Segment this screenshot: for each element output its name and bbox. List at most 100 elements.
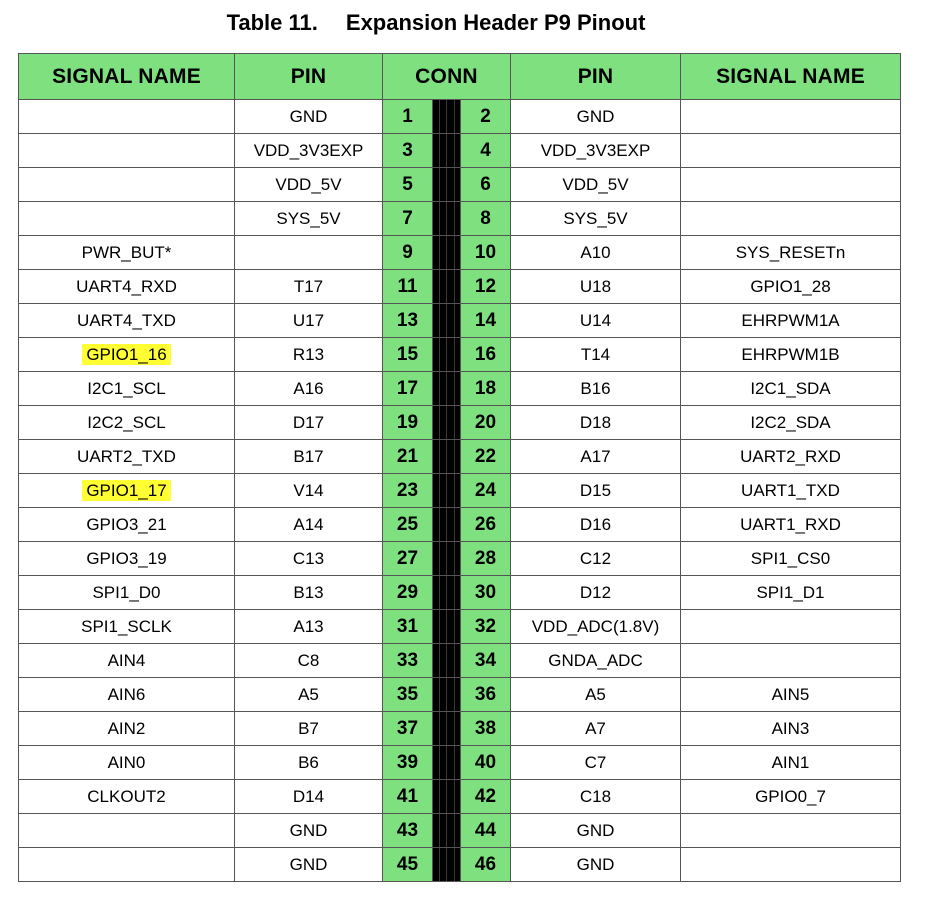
- signal-name-right: AIN3: [680, 711, 901, 746]
- signal-name-left: I2C2_SCL: [18, 405, 235, 440]
- pin-left: D14: [234, 779, 383, 814]
- conn-pin-odd: 39: [382, 745, 433, 780]
- connector-lines: [433, 134, 460, 167]
- signal-name-left: SPI1_D0: [18, 575, 235, 610]
- connector-strip: [432, 167, 461, 202]
- conn-pin-even: 4: [460, 133, 511, 168]
- connector-strip: [432, 405, 461, 440]
- connector-lines: [433, 508, 460, 541]
- conn-pin-even: 46: [460, 847, 511, 882]
- conn-pin-even: 20: [460, 405, 511, 440]
- table-caption: Expansion Header P9 Pinout: [345, 10, 646, 35]
- pin-right: GNDA_ADC: [510, 643, 681, 678]
- signal-name-left: PWR_BUT*: [18, 235, 235, 270]
- conn-pin-odd: 21: [382, 439, 433, 474]
- header-row: SIGNAL NAME PIN CONN PIN SIGNAL NAME: [18, 53, 901, 100]
- pin-right: C18: [510, 779, 681, 814]
- connector-lines: [433, 678, 460, 711]
- connector-lines: [433, 372, 460, 405]
- pin-left: B7: [234, 711, 383, 746]
- signal-name-right: EHRPWM1A: [680, 303, 901, 338]
- header-pin-left: PIN: [234, 53, 383, 100]
- conn-pin-odd: 23: [382, 473, 433, 508]
- conn-pin-odd: 5: [382, 167, 433, 202]
- connector-lines: [433, 814, 460, 847]
- table-row: AIN4 C8 33 34 GNDA_ADC: [18, 643, 901, 678]
- pin-right: T14: [510, 337, 681, 372]
- connector-lines: [433, 644, 460, 677]
- conn-pin-even: 22: [460, 439, 511, 474]
- conn-pin-odd: 37: [382, 711, 433, 746]
- pin-right: VDD_5V: [510, 167, 681, 202]
- conn-pin-odd: 35: [382, 677, 433, 712]
- pin-left: U17: [234, 303, 383, 338]
- signal-name-left: UART2_TXD: [18, 439, 235, 474]
- connector-strip: [432, 609, 461, 644]
- signal-name-right: SPI1_CS0: [680, 541, 901, 576]
- pin-left: A13: [234, 609, 383, 644]
- connector-lines: [433, 338, 460, 371]
- table-row: GPIO3_21 A14 25 26 D16 UART1_RXD: [18, 507, 901, 542]
- connector-strip: [432, 99, 461, 134]
- conn-pin-even: 10: [460, 235, 511, 270]
- conn-pin-even: 16: [460, 337, 511, 372]
- signal-name-right: [680, 99, 901, 134]
- table-body: GND 1 2 GND VDD_3V3EXP 3 4 VDD_3V3EXP VDD_5V 5 6 VD…: [18, 99, 901, 882]
- pin-left: GND: [234, 813, 383, 848]
- pin-right: GND: [510, 813, 681, 848]
- conn-pin-odd: 33: [382, 643, 433, 678]
- conn-pin-odd: 15: [382, 337, 433, 372]
- pin-left: B13: [234, 575, 383, 610]
- connector-lines: [433, 270, 460, 303]
- conn-pin-odd: 13: [382, 303, 433, 338]
- connector-lines: [433, 576, 460, 609]
- pin-right: A17: [510, 439, 681, 474]
- conn-pin-even: 30: [460, 575, 511, 610]
- connector-strip: [432, 643, 461, 678]
- connector-strip: [432, 439, 461, 474]
- conn-pin-odd: 9: [382, 235, 433, 270]
- pin-left: GND: [234, 99, 383, 134]
- conn-pin-even: 42: [460, 779, 511, 814]
- pinout-table: SIGNAL NAME PIN CONN PIN SIGNAL NAME GND…: [18, 53, 901, 882]
- conn-pin-odd: 17: [382, 371, 433, 406]
- signal-name-left: GPIO1_16: [18, 337, 235, 372]
- conn-pin-odd: 41: [382, 779, 433, 814]
- signal-name-right: AIN1: [680, 745, 901, 780]
- conn-pin-odd: 43: [382, 813, 433, 848]
- signal-name-left: AIN6: [18, 677, 235, 712]
- table-row: GND 1 2 GND: [18, 99, 901, 134]
- connector-lines: [433, 236, 460, 269]
- signal-name-right: AIN5: [680, 677, 901, 712]
- pin-right: GND: [510, 847, 681, 882]
- pin-right: B16: [510, 371, 681, 406]
- signal-name-left: UART4_TXD: [18, 303, 235, 338]
- signal-name-left: AIN4: [18, 643, 235, 678]
- connector-strip: [432, 235, 461, 270]
- conn-pin-odd: 45: [382, 847, 433, 882]
- connector-lines: [433, 610, 460, 643]
- conn-pin-even: 44: [460, 813, 511, 848]
- signal-name-right: GPIO1_28: [680, 269, 901, 304]
- connector-strip: [432, 711, 461, 746]
- signal-name-left: GPIO3_21: [18, 507, 235, 542]
- connector-lines: [433, 848, 460, 881]
- pin-left: C13: [234, 541, 383, 576]
- connector-strip: [432, 575, 461, 610]
- connector-strip: [432, 847, 461, 882]
- table-row: PWR_BUT* 9 10 A10 SYS_RESETn: [18, 235, 901, 270]
- signal-name-left: [18, 133, 235, 168]
- pin-right: C7: [510, 745, 681, 780]
- table-row: AIN2 B7 37 38 A7 AIN3: [18, 711, 901, 746]
- signal-name-left: CLKOUT2: [18, 779, 235, 814]
- table-row: SPI1_SCLK A13 31 32 VDD_ADC(1.8V): [18, 609, 901, 644]
- connector-lines: [433, 440, 460, 473]
- table-row: VDD_3V3EXP 3 4 VDD_3V3EXP: [18, 133, 901, 168]
- connector-lines: [433, 168, 460, 201]
- signal-name-left: GPIO3_19: [18, 541, 235, 576]
- connector-strip: [432, 541, 461, 576]
- table-row: UART4_RXD T17 11 12 U18 GPIO1_28: [18, 269, 901, 304]
- signal-name-right: [680, 813, 901, 848]
- table-row: UART2_TXD B17 21 22 A17 UART2_RXD: [18, 439, 901, 474]
- conn-pin-odd: 29: [382, 575, 433, 610]
